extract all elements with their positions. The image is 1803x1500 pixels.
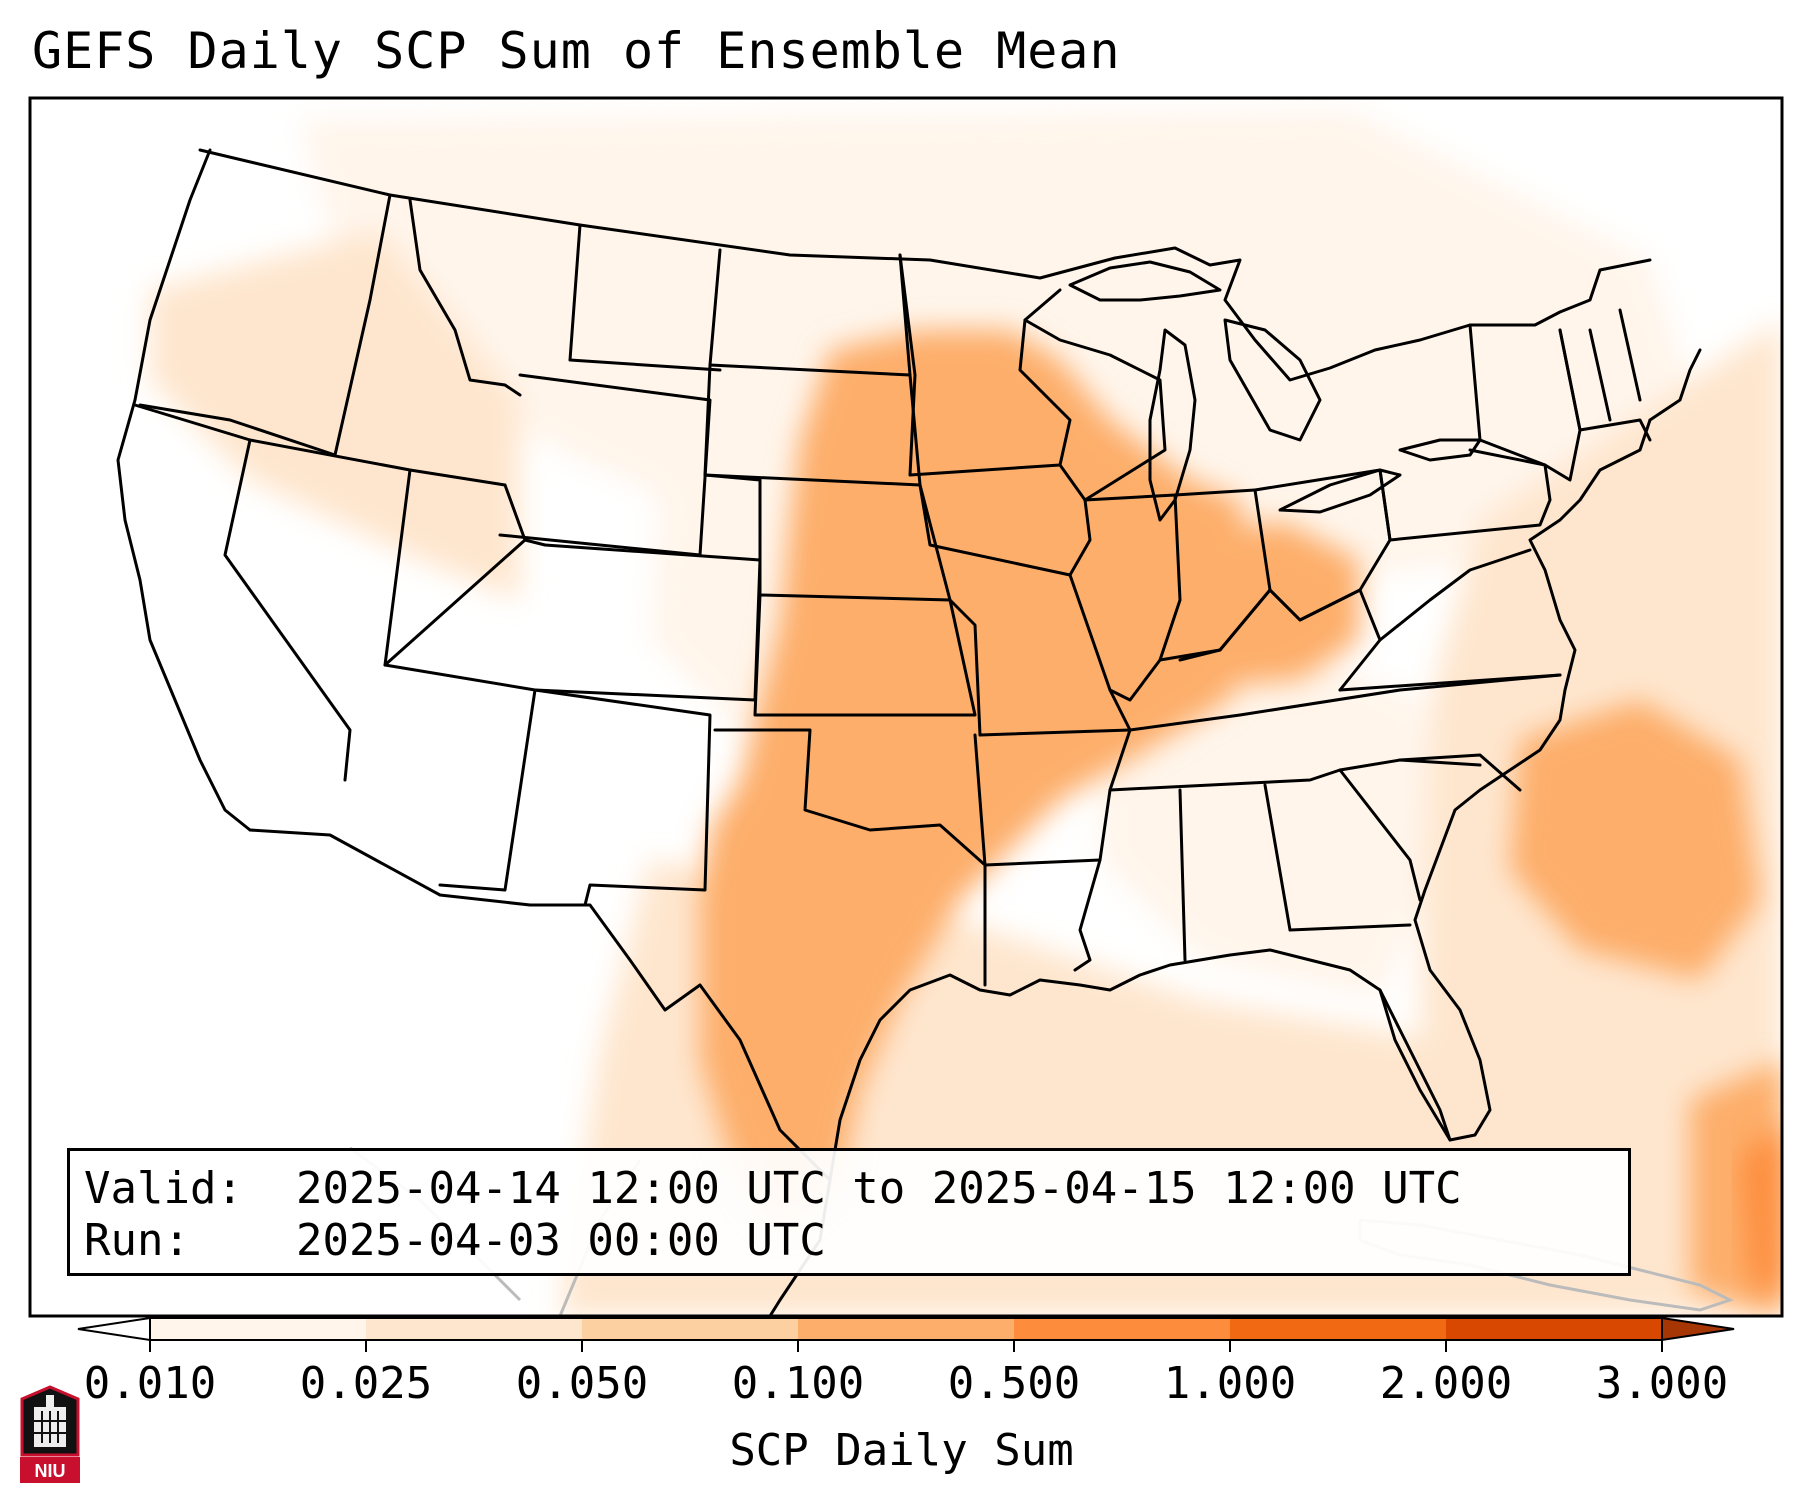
colorbar-segment — [1230, 1318, 1447, 1340]
state-line-ut-co — [383, 483, 547, 667]
scp-core-ohio-valley — [1130, 520, 1360, 690]
valid-run-info-box: Valid: 2025-04-14 12:00 UTC to 2025-04-15… — [67, 1148, 1631, 1276]
state-line-sd-ne — [703, 363, 922, 487]
state-line-nc-sc — [1398, 753, 1522, 792]
state-line-or-ca-nv — [133, 403, 507, 487]
map-frame — [28, 96, 1784, 1318]
colorbar-segment — [150, 1318, 367, 1340]
state-line-nm — [533, 688, 712, 907]
state-line-ca-nv — [223, 438, 352, 782]
state-line-id-mt — [408, 198, 522, 397]
state-line-il — [1083, 493, 1182, 702]
state-line-mn — [898, 253, 1072, 477]
state-line-ga-fl — [1288, 923, 1412, 932]
state-line-mt-nd — [568, 223, 722, 372]
colorbar-tick-label: 0.010 — [83, 1358, 217, 1409]
scp-area-deep-orange — [1740, 1120, 1782, 1300]
colorbar-segment — [366, 1318, 583, 1340]
state-line-ga-sc — [1338, 768, 1422, 902]
state-line-ia — [918, 463, 1092, 577]
state-line-new-england — [1558, 308, 1652, 442]
state-line-ky-tn — [1128, 673, 1562, 732]
colorbar-segment — [798, 1318, 1015, 1340]
boundary-lines — [116, 148, 1702, 1316]
colorbar-label: SCP Daily Sum — [729, 1425, 1074, 1476]
state-line-wa-or — [138, 403, 337, 457]
colorbar-segment — [582, 1318, 799, 1340]
lake-ontario — [1398, 438, 1482, 462]
valid-label: Valid: — [84, 1163, 243, 1214]
colorbar-tick-label: 0.500 — [947, 1358, 1081, 1409]
scp-core-texas-south — [700, 880, 840, 1180]
colorbar-tick-label: 3.000 — [1595, 1358, 1729, 1409]
scp-dark-patch — [1740, 1120, 1782, 1300]
state-line-pa — [1378, 448, 1552, 542]
valid-value: 2025-04-14 12:00 UTC to 2025-04-15 12:00… — [296, 1163, 1462, 1214]
scp-core-atlantic — [1510, 700, 1760, 980]
state-line-wv-va — [1378, 548, 1532, 642]
us-canada-border — [198, 148, 1652, 382]
colorbar — [77, 1316, 1735, 1352]
colorbar-frame — [149, 1317, 1663, 1341]
colorbar-tick-label: 0.100 — [731, 1358, 865, 1409]
lake-michigan — [1148, 328, 1197, 522]
state-line-ok-tx — [713, 728, 987, 867]
lake-erie — [1278, 468, 1402, 514]
lake-superior — [1068, 260, 1222, 302]
state-line-nd-sd — [708, 248, 912, 377]
colorbar-tick-label: 2.000 — [1379, 1358, 1513, 1409]
state-line-id — [333, 193, 392, 457]
scp-area-faint-west — [150, 230, 520, 600]
colorbar-tick-label: 1.000 — [1163, 1358, 1297, 1409]
scp-shading-field — [150, 110, 1782, 1316]
east-coast — [1413, 418, 1652, 1142]
state-line-wi — [1023, 318, 1167, 502]
logo-banner — [20, 1457, 80, 1483]
run-label: Run: — [84, 1215, 190, 1266]
colorbar-over-arrow — [1661, 1316, 1735, 1342]
west-coast — [116, 148, 252, 832]
colorbar-segment — [1446, 1318, 1663, 1340]
state-line-la-ms — [1073, 858, 1102, 972]
logo-text: NIU — [35, 1461, 66, 1481]
state-line-va-nc — [1338, 673, 1562, 692]
state-line-mo — [948, 573, 1132, 737]
colorbar-segment — [1014, 1318, 1231, 1340]
state-line-az — [383, 663, 537, 892]
valid-line: Valid: 2025-04-14 12:00 UTC to 2025-04-15… — [84, 1163, 1462, 1214]
chart-title: GEFS Daily SCP Sum of Ensemble Mean — [32, 22, 1121, 80]
state-line-ms-al — [1178, 783, 1292, 962]
lake-huron — [1223, 318, 1322, 442]
state-line-wy — [498, 373, 712, 557]
niu-logo: NIU — [20, 1385, 80, 1483]
logo-tower — [46, 1395, 54, 1407]
colorbar-tick-label: 0.050 — [515, 1358, 649, 1409]
us-mexico-border — [248, 828, 832, 1182]
maine-coast — [1648, 348, 1702, 422]
state-line-nv-ut — [383, 468, 412, 667]
run-value: 2025-04-03 00:00 UTC — [296, 1215, 826, 1266]
colorbar-under-arrow — [77, 1316, 151, 1342]
colorbar-tick-label: 0.025 — [299, 1358, 433, 1409]
florida-peninsula — [1378, 988, 1452, 1142]
state-line-ks-ok — [753, 593, 977, 717]
run-line: Run: 2025-04-03 00:00 UTC — [84, 1215, 826, 1266]
